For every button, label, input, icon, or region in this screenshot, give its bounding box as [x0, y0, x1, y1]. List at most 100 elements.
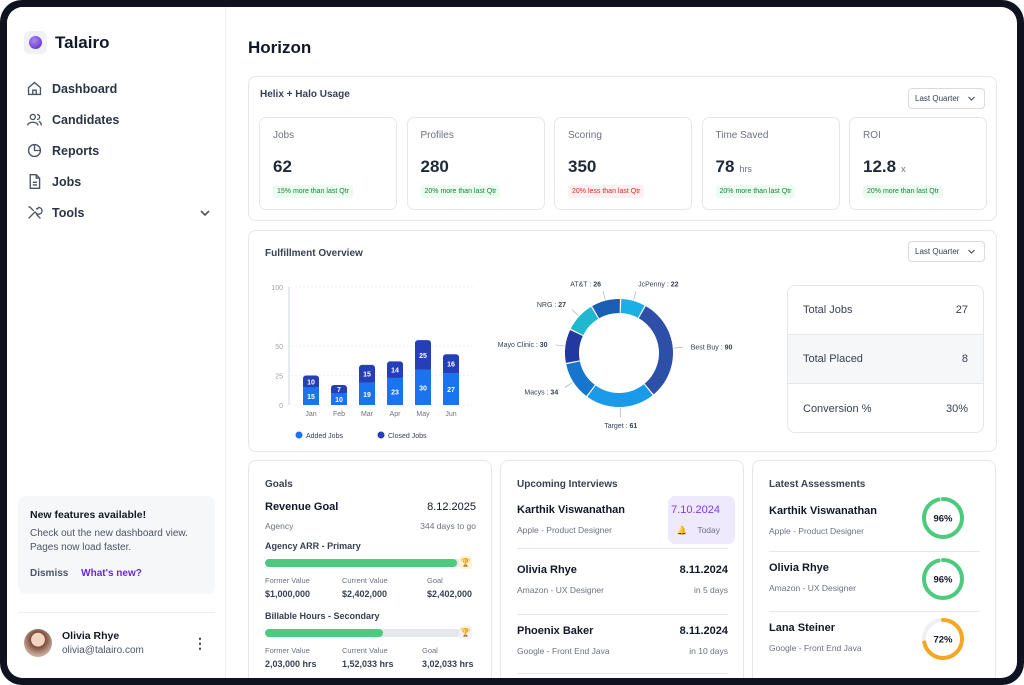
- assessments-title: Latest Assessments: [769, 479, 866, 490]
- summary-label: Conversion %: [803, 402, 872, 415]
- interview-row[interactable]: Olivia Rhye Amazon - UX Designer 8.11.20…: [517, 556, 728, 615]
- bar-segment[interactable]: [415, 340, 431, 370]
- sidebar-item-label: Tools: [52, 205, 85, 220]
- donut-slice[interactable]: [587, 384, 653, 407]
- dismiss-link[interactable]: Dismiss: [30, 568, 69, 579]
- sidebar-item-dashboard[interactable]: Dashboard: [26, 73, 211, 104]
- bar-segment[interactable]: [387, 377, 403, 405]
- brand-name: Talairo: [55, 32, 110, 52]
- slice-leader-line: [571, 309, 579, 316]
- bar-segment[interactable]: [303, 387, 319, 405]
- bar-segment[interactable]: [443, 373, 459, 405]
- summary-row-conversion: Conversion % 30%: [788, 384, 983, 432]
- assessment-row[interactable]: Olivia Rhye Amazon - UX Designer 96%: [769, 552, 980, 612]
- announcement-title: New features available!: [30, 509, 147, 521]
- usage-period-dropdown[interactable]: Last Quarter: [908, 88, 985, 109]
- slice-leader-line: [633, 291, 637, 301]
- stat-label: Profiles: [420, 130, 454, 141]
- summary-row-total-jobs: Total Jobs 27: [788, 286, 983, 335]
- bar-segment-join: [331, 390, 347, 394]
- x-tick-label: Jan: [305, 411, 316, 418]
- interview-when: in 10 days: [689, 646, 728, 656]
- bar-segment[interactable]: [359, 364, 375, 383]
- candidate-role: Google - Front End Java: [517, 646, 610, 656]
- x-tick-label: Mar: [361, 411, 374, 418]
- stat-unit: x: [901, 164, 906, 174]
- goal-value: 3,02,033 hrs: [422, 659, 474, 669]
- stat-card-scoring: Scoring 350 20% less than last Qtr: [554, 117, 692, 210]
- revenue-goal-title: Revenue Goal: [265, 501, 339, 513]
- slice-label: Macys : 34: [524, 390, 558, 397]
- donut-slice[interactable]: [565, 329, 583, 363]
- dropdown-value: Last Quarter: [915, 247, 960, 256]
- bar-value-label: 16: [447, 362, 455, 369]
- assessment-row[interactable]: Karthik Viswanathan Apple - Product Desi…: [769, 497, 980, 552]
- former-value-label: Former Value: [265, 576, 310, 585]
- goals-card: Goals Revenue Goal 8.12.2025 Agency 344 …: [248, 460, 492, 678]
- bar-value-label: 19: [363, 392, 371, 399]
- bar-segment[interactable]: [359, 382, 375, 405]
- donut-slice[interactable]: [638, 306, 673, 395]
- bar-segment[interactable]: [331, 393, 347, 405]
- legend-swatch: [377, 431, 385, 439]
- stat-label: ROI: [863, 130, 881, 141]
- candidate-name: Karthik Viswanathan: [769, 505, 877, 517]
- bar-segment[interactable]: [443, 354, 459, 374]
- slice-label: Mayo Clinic : 30: [498, 342, 548, 349]
- chevron-down-icon[interactable]: [199, 207, 211, 219]
- score-ring: 96%: [922, 558, 964, 600]
- interview-when-label: Today: [697, 525, 720, 535]
- chevron-down-icon: [968, 96, 976, 101]
- donut-slice[interactable]: [592, 299, 620, 319]
- trend-badge: 20% more than last Qtr: [715, 185, 796, 198]
- file-icon: [29, 174, 41, 189]
- fulfillment-summary: Total Jobs 27 Total Placed 8 Conversion …: [787, 285, 984, 433]
- whats-new-link[interactable]: What's new?: [81, 568, 142, 579]
- trend-badge: 20% more than last Qtr: [420, 185, 501, 198]
- ring-progress: [922, 558, 964, 600]
- current-value: 1,52,033 hrs: [342, 659, 394, 669]
- former-value: $1,000,000: [265, 589, 311, 599]
- fulfillment-title: Fulfillment Overview: [265, 248, 363, 259]
- slice-leader-line: [564, 382, 573, 388]
- sidebar-item-jobs[interactable]: Jobs: [26, 166, 211, 197]
- stat-label: Jobs: [273, 130, 295, 141]
- stat-unit: hrs: [739, 164, 752, 174]
- sidebar-nav: Dashboard Candidates Reports Jobs Tools: [26, 73, 211, 228]
- user-profile[interactable]: Olivia Rhye olivia@talairo.com ⋮: [18, 612, 215, 672]
- stat-value: 62: [273, 157, 297, 177]
- candidate-name: Phoenix Baker: [517, 625, 594, 637]
- candidate-role: Amazon - UX Designer: [517, 585, 604, 595]
- usage-title: Helix + Halo Usage: [260, 89, 350, 100]
- stat-card-time-saved: Time Saved 78 hrs 20% more than last Qtr: [701, 117, 840, 210]
- sidebar-item-reports[interactable]: Reports: [26, 135, 211, 166]
- assessment-row[interactable]: Lana Steiner Google - Front End Java 72%: [769, 612, 980, 672]
- bar-segment[interactable]: [387, 361, 403, 378]
- bar-segment[interactable]: [415, 369, 431, 405]
- interview-row[interactable]: Phoenix Baker Google - Front End Java 8.…: [517, 615, 728, 674]
- ring-progress: [922, 497, 964, 539]
- candidate-name: Lana Steiner: [769, 622, 836, 634]
- more-options-icon[interactable]: ⋮: [193, 634, 207, 651]
- goal-item-name: Agency ARR - Primary: [265, 541, 361, 551]
- donut-slice[interactable]: [620, 299, 645, 318]
- stat-card-profiles: Profiles 280 20% more than last Qtr: [406, 117, 545, 210]
- interview-row[interactable]: Karthik Viswanathan Apple - Product Desi…: [517, 501, 728, 549]
- stat-card-jobs: Jobs 62 15% more than last Qtr: [259, 117, 397, 210]
- trend-badge: 15% more than last Qtr: [273, 185, 353, 198]
- goal-progress-bar: [265, 629, 461, 637]
- usage-card: Helix + Halo Usage Last Quarter Jobs 62 15…: [248, 76, 997, 221]
- interview-when: in 5 days: [693, 585, 728, 595]
- brand[interactable]: Talairo: [24, 31, 109, 54]
- interview-date: 7.10.2024: [671, 504, 720, 516]
- y-tick-label: 100: [271, 285, 283, 292]
- announcement-text: Check out the new dashboard view. Pages …: [30, 528, 188, 553]
- donut-slice[interactable]: [566, 361, 595, 397]
- sidebar-item-candidates[interactable]: Candidates: [26, 104, 211, 135]
- donut-slice[interactable]: [570, 306, 599, 336]
- fulfillment-period-dropdown[interactable]: Last Quarter: [908, 241, 985, 262]
- sidebar-item-tools[interactable]: Tools: [26, 197, 211, 228]
- bar-value-label: 15: [363, 372, 371, 379]
- interview-date: 8.11.2024: [679, 564, 728, 576]
- bar-value-label: 25: [419, 353, 427, 360]
